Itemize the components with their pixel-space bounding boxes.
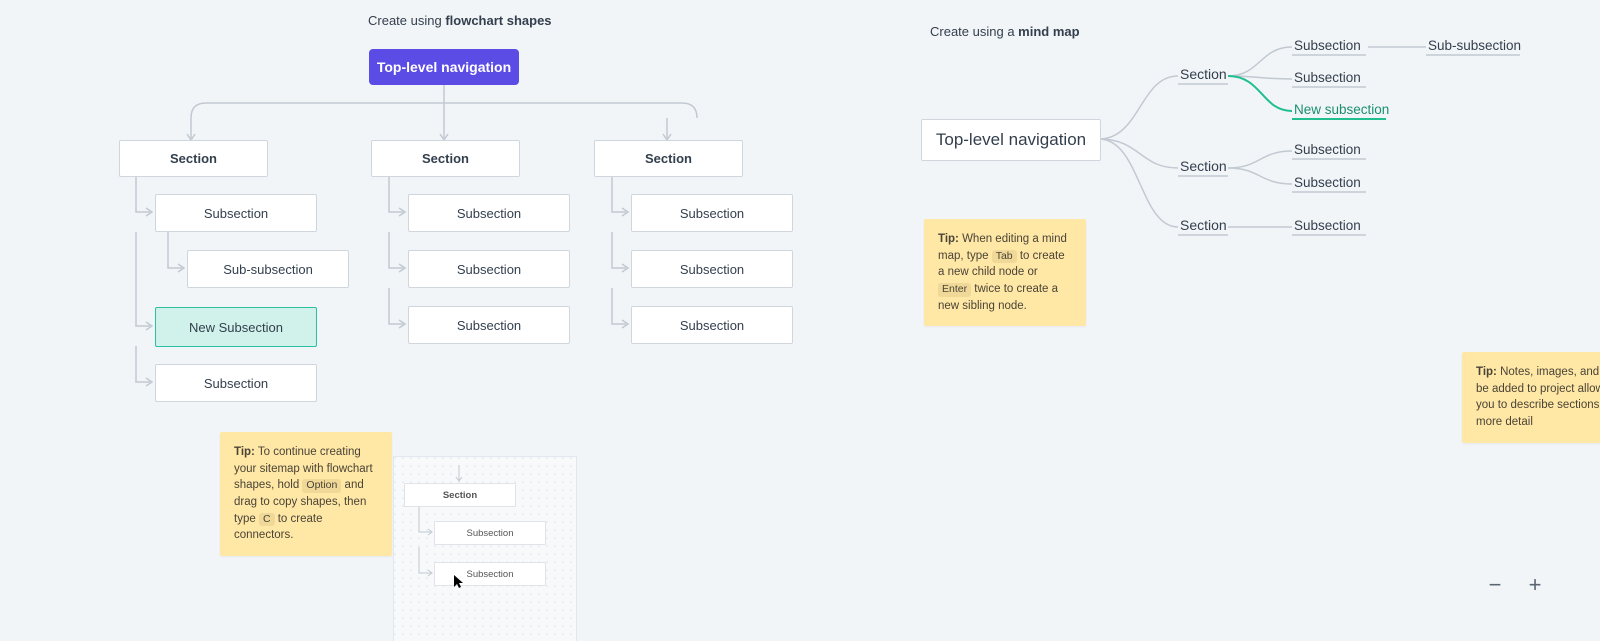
flowchart-section-1[interactable]: Section <box>119 140 268 177</box>
mini-subsection: Subsection <box>434 562 546 586</box>
mindmap-section[interactable]: Section <box>1180 158 1227 174</box>
flowchart-node[interactable]: Subsection <box>408 250 570 288</box>
notes-tip-sticky[interactable]: Tip: Notes, images, and can be added to … <box>1462 352 1600 443</box>
flowchart-node[interactable]: Sub-subsection <box>187 250 349 288</box>
flowchart-node[interactable]: Subsection <box>408 194 570 232</box>
flowchart-node[interactable]: Subsection <box>408 306 570 344</box>
mindmap-subsection[interactable]: Subsection <box>1294 142 1361 157</box>
mindmap-section[interactable]: Section <box>1180 217 1227 233</box>
flowchart-section-3[interactable]: Section <box>594 140 743 177</box>
mindmap-subsection-new[interactable]: New subsection <box>1294 102 1389 117</box>
zoom-in-button[interactable]: + <box>1520 570 1550 600</box>
mindmap-subsection[interactable]: Subsection <box>1294 175 1361 190</box>
mindmap-heading: Create using a mind map <box>930 24 1080 39</box>
mindmap-subsubsection[interactable]: Sub-subsection <box>1428 38 1521 53</box>
flowchart-tip-sticky[interactable]: Tip: To continue creating your sitemap w… <box>220 432 392 556</box>
flowchart-node[interactable]: Subsection <box>155 364 317 402</box>
mini-subsection: Subsection <box>434 521 546 545</box>
zoom-out-button[interactable]: − <box>1480 570 1510 600</box>
flowchart-node[interactable]: Subsection <box>631 306 793 344</box>
mindmap-subsection[interactable]: Subsection <box>1294 70 1361 85</box>
mini-section: Section <box>404 483 516 507</box>
flowchart-node[interactable]: Subsection <box>631 250 793 288</box>
flowchart-heading: Create using flowchart shapes <box>368 13 552 28</box>
mindmap-section[interactable]: Section <box>1180 66 1227 82</box>
flowchart-section-2[interactable]: Section <box>371 140 520 177</box>
mindmap-subsection[interactable]: Subsection <box>1294 218 1361 233</box>
mindmap-root-node[interactable]: Top-level navigation <box>921 119 1101 161</box>
mini-preview: Section Subsection Subsection <box>393 456 577 641</box>
flowchart-node-new[interactable]: New Subsection <box>155 307 317 347</box>
flowchart-node[interactable]: Subsection <box>155 194 317 232</box>
flowchart-node[interactable]: Subsection <box>631 194 793 232</box>
flowchart-root-node[interactable]: Top-level navigation <box>369 49 519 85</box>
mindmap-subsection[interactable]: Subsection <box>1294 38 1361 53</box>
mindmap-tip-sticky[interactable]: Tip: When editing a mind map, type Tab t… <box>924 219 1086 326</box>
